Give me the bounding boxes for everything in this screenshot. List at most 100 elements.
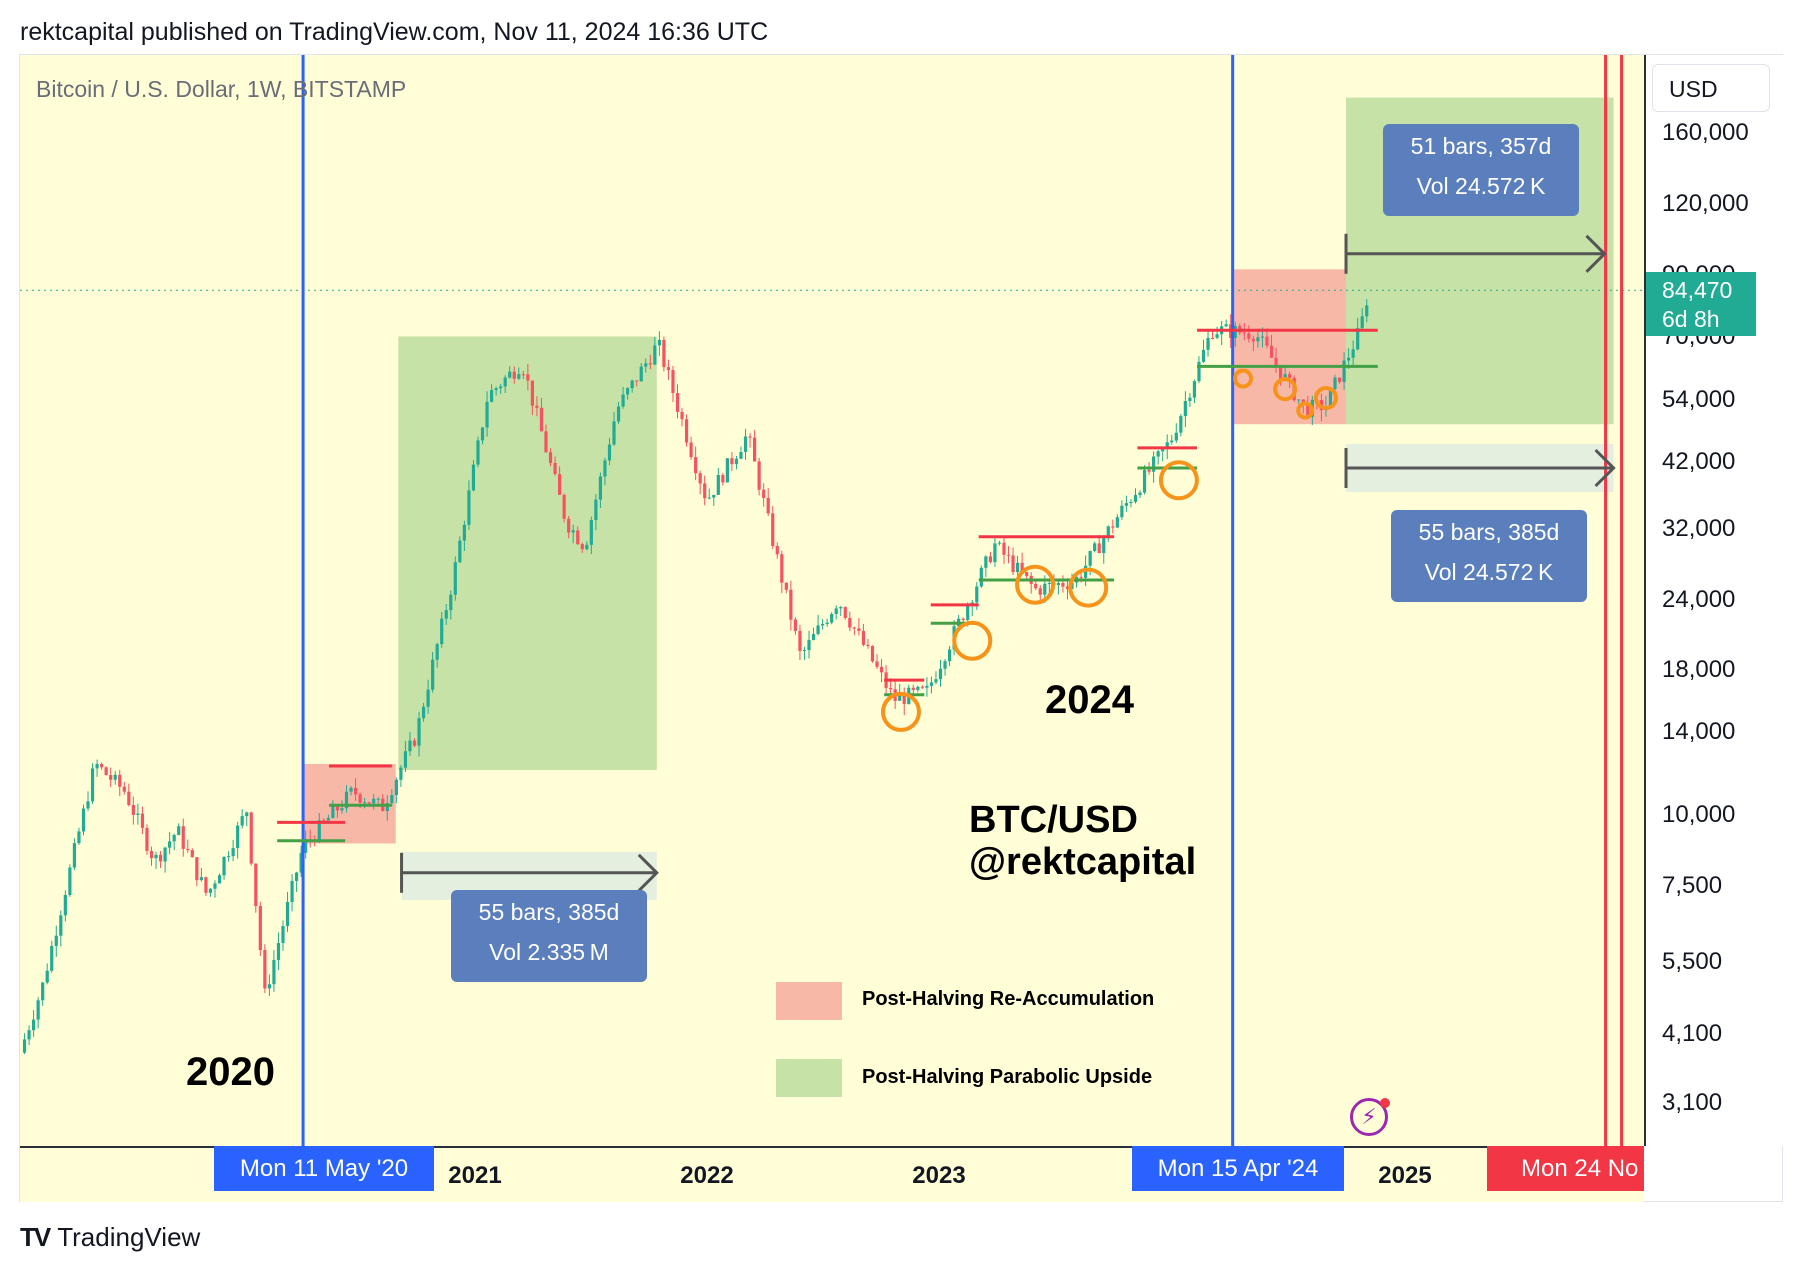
candle-body bbox=[245, 812, 249, 817]
y-tick-label: 10,000 bbox=[1662, 800, 1736, 828]
lightning-icon[interactable]: ⚡ bbox=[1350, 1098, 1388, 1136]
candle-body bbox=[1265, 336, 1269, 346]
candle-body bbox=[254, 863, 258, 907]
orange-circle-4 bbox=[1158, 460, 1199, 501]
y-tick-label: 7,500 bbox=[1662, 871, 1723, 899]
candle-body bbox=[90, 768, 95, 802]
candle-body bbox=[1260, 336, 1265, 338]
candle-body bbox=[562, 494, 566, 519]
candle-body bbox=[1161, 448, 1165, 452]
candle-body bbox=[417, 718, 421, 746]
candle-body bbox=[947, 649, 952, 662]
candle-body bbox=[217, 875, 222, 884]
candle-body bbox=[290, 880, 294, 902]
candle-body bbox=[1093, 543, 1097, 551]
candle-body bbox=[145, 827, 149, 851]
candle-body bbox=[140, 813, 145, 828]
candle-body bbox=[743, 436, 748, 452]
candle-body bbox=[648, 363, 652, 365]
candle-body bbox=[50, 945, 54, 971]
candle-body bbox=[231, 848, 235, 857]
candle-body bbox=[594, 499, 598, 521]
candle-body bbox=[780, 554, 784, 583]
y-tick-label: 5,500 bbox=[1662, 947, 1723, 975]
candle-body bbox=[440, 618, 444, 645]
candle-body bbox=[390, 795, 394, 804]
candle-body bbox=[1097, 543, 1101, 554]
candle-body bbox=[199, 877, 203, 881]
candle-body bbox=[399, 767, 403, 780]
candle-body bbox=[1111, 526, 1115, 528]
candle-body bbox=[612, 421, 616, 445]
candle-body bbox=[666, 367, 671, 371]
footer: TV TradingView bbox=[20, 1222, 200, 1253]
candle-body bbox=[204, 877, 208, 893]
candle-body bbox=[485, 401, 489, 428]
candle-body bbox=[1224, 324, 1228, 327]
candle-body bbox=[86, 801, 90, 809]
candle-body bbox=[412, 740, 417, 746]
measure-box-top: 51 bars, 357d Vol 24.572 K bbox=[1383, 124, 1579, 216]
candle-body bbox=[36, 1000, 40, 1020]
candle-body bbox=[340, 808, 344, 811]
candle-body bbox=[920, 686, 924, 688]
candle-body bbox=[775, 545, 779, 555]
candle-body bbox=[1102, 538, 1106, 554]
candle-body bbox=[807, 639, 811, 651]
price-axis[interactable] bbox=[1644, 55, 1783, 1146]
candle-body bbox=[1356, 328, 1360, 350]
candle-body bbox=[984, 556, 988, 568]
x-tick-2021: 2021 bbox=[448, 1162, 502, 1189]
candle-body bbox=[689, 442, 693, 458]
candle-body bbox=[784, 582, 788, 590]
legend-label-reaccumulation: Post-Halving Re-Accumulation bbox=[862, 988, 1155, 1010]
candle-body bbox=[916, 686, 920, 690]
candle-body bbox=[385, 803, 389, 812]
candle-body bbox=[344, 791, 349, 809]
candle-body bbox=[113, 774, 117, 780]
candle-body bbox=[889, 687, 893, 690]
publish-header: rektcapital published on TradingView.com… bbox=[20, 18, 769, 46]
currency-button[interactable]: USD bbox=[1652, 64, 1770, 112]
candle-body bbox=[558, 474, 562, 495]
candle-body bbox=[222, 856, 226, 876]
candle-body bbox=[435, 644, 439, 660]
candle-body bbox=[757, 461, 761, 490]
candle-body bbox=[1124, 503, 1129, 506]
candle-body bbox=[1142, 469, 1147, 493]
measure-box-mid-vol: Vol 24.572 K bbox=[1424, 559, 1554, 585]
candle-body bbox=[1015, 562, 1020, 573]
candle-body bbox=[1197, 361, 1201, 382]
candle-body bbox=[675, 393, 680, 412]
candle-body bbox=[1210, 337, 1215, 339]
symbol-title: Bitcoin / U.S. Dollar, 1W, BITSTAMP bbox=[36, 76, 407, 102]
measure-box-left-vol: Vol 2.335 M bbox=[489, 939, 609, 965]
candle-body bbox=[657, 339, 661, 346]
candle-body bbox=[68, 867, 72, 896]
candle-body bbox=[177, 826, 181, 835]
candle-body bbox=[281, 926, 285, 943]
candle-body bbox=[725, 458, 729, 483]
candle-body bbox=[870, 646, 875, 662]
candle-body bbox=[1201, 349, 1206, 362]
candle-body bbox=[789, 589, 793, 620]
candle-body bbox=[95, 763, 99, 769]
candle-body bbox=[1347, 357, 1351, 361]
candle-body bbox=[635, 380, 639, 382]
candle-body bbox=[503, 377, 507, 387]
legend-label-parabolic: Post-Halving Parabolic Upside bbox=[862, 1066, 1153, 1088]
candle-body bbox=[272, 959, 276, 985]
candle-body bbox=[857, 628, 861, 631]
candle-body bbox=[938, 668, 943, 680]
candle-body bbox=[1215, 334, 1219, 338]
candle-body bbox=[421, 706, 426, 719]
candle-body bbox=[1034, 583, 1038, 589]
candle-body bbox=[163, 847, 167, 862]
candle-body bbox=[852, 627, 856, 629]
candle-body bbox=[276, 942, 281, 960]
measure-box-left: 55 bars, 385d Vol 2.335 M bbox=[451, 890, 647, 982]
candle-body bbox=[263, 950, 267, 989]
measure-box-mid-bars: 55 bars, 385d bbox=[1418, 519, 1560, 545]
candle-body bbox=[798, 630, 802, 651]
arrow-head-2 bbox=[1594, 448, 1616, 488]
